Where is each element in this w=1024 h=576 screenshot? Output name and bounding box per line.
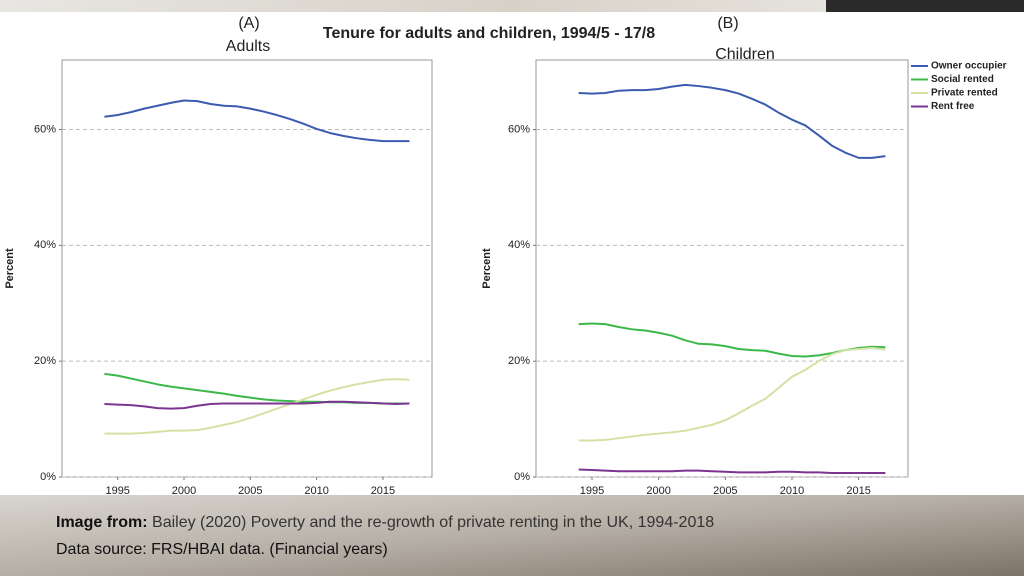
source: Data source: FRS/HBAI data. (Financial y… bbox=[56, 541, 388, 558]
x-tick-label: 1995 bbox=[105, 485, 129, 497]
x-tick-label: 2015 bbox=[846, 485, 870, 497]
y-tick-label: 20% bbox=[34, 355, 56, 367]
y-tick-label: 40% bbox=[508, 239, 530, 251]
x-tick-label: 2010 bbox=[780, 485, 804, 497]
series-line bbox=[104, 400, 410, 410]
panel-label: (A) bbox=[238, 15, 259, 32]
floor-image bbox=[0, 495, 1024, 576]
x-tick-label: 2000 bbox=[646, 485, 670, 497]
y-tick-label: 20% bbox=[508, 355, 530, 367]
y-tick-label: 40% bbox=[34, 239, 56, 251]
legend-label: Owner occupier bbox=[931, 61, 1007, 72]
panel-subtitle: Adults bbox=[226, 38, 270, 55]
series-line bbox=[104, 99, 410, 143]
y-tick-label: 0% bbox=[40, 471, 56, 483]
x-tick-label: 2015 bbox=[371, 485, 395, 497]
y-tick-label: 60% bbox=[508, 123, 530, 135]
y-axis-label: Percent bbox=[4, 248, 16, 289]
x-tick-label: 2010 bbox=[304, 485, 328, 497]
series-line bbox=[578, 468, 886, 474]
y-tick-label: 0% bbox=[514, 471, 530, 483]
caption: Image from: Bailey (2020) Poverty and th… bbox=[56, 514, 714, 532]
panel-subtitle: Children bbox=[715, 46, 775, 63]
series-line bbox=[104, 378, 410, 435]
x-tick-label: 2005 bbox=[238, 485, 262, 497]
x-tick-label: 1995 bbox=[580, 485, 604, 497]
legend-label: Rent free bbox=[931, 101, 975, 112]
x-tick-label: 2005 bbox=[713, 485, 737, 497]
series-line bbox=[578, 346, 886, 442]
series-line bbox=[578, 83, 886, 159]
y-axis-label: Percent bbox=[481, 248, 493, 289]
caption-label: Image from: bbox=[56, 514, 148, 531]
y-tick-label: 60% bbox=[34, 123, 56, 135]
plot-area bbox=[535, 59, 909, 478]
top-dark-block bbox=[826, 0, 1024, 12]
legend-label: Social rented bbox=[931, 74, 994, 85]
legend-label: Private rented bbox=[931, 88, 998, 99]
slide-title: Tenure for adults and children, 1994/5 -… bbox=[323, 25, 655, 42]
panel-label: (B) bbox=[717, 15, 738, 32]
plot-area bbox=[61, 59, 433, 478]
caption-text: Bailey (2020) Poverty and the re-growth … bbox=[152, 514, 715, 531]
top-image-strip bbox=[0, 0, 1024, 12]
x-tick-label: 2000 bbox=[172, 485, 196, 497]
